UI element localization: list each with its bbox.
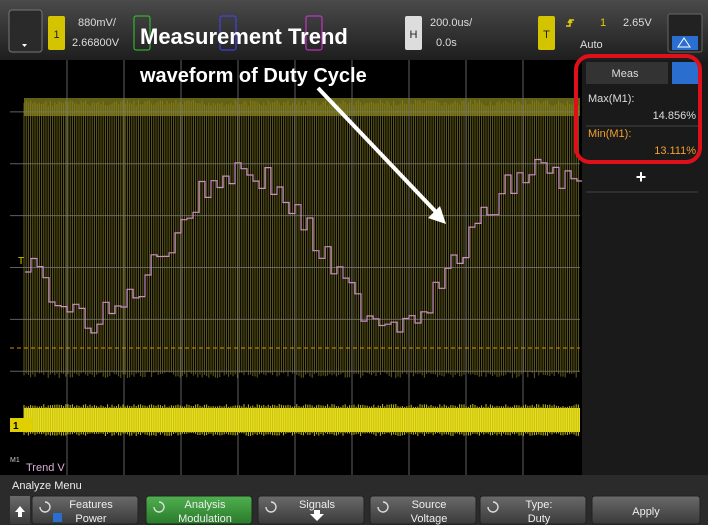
ground-marker: 1: [13, 421, 19, 432]
touch-icon: [672, 36, 698, 50]
softkey-label: Features: [69, 499, 113, 511]
scope-screen: 1 880mV/ 2.66800V Measurement Trend H 20…: [0, 0, 708, 525]
max-value: 14.856%: [653, 110, 697, 122]
softkey-label: Analysis: [185, 499, 226, 511]
trigger-source: 1: [600, 17, 606, 29]
side-panel: [582, 60, 708, 475]
graticule: [10, 60, 583, 475]
softkey-value: Voltage: [411, 513, 448, 525]
min-label: Min(M1):: [588, 128, 631, 140]
meas-icon[interactable]: [672, 62, 698, 84]
softkey-value: Power: [75, 513, 107, 525]
trigger-marker: T: [18, 256, 24, 267]
channel1-scale: 880mV/: [78, 17, 117, 29]
softkey-label: Type:: [526, 499, 553, 511]
channel1-offset: 2.66800V: [72, 37, 120, 49]
softkey-label: Apply: [632, 506, 660, 518]
time-delay: 0.0s: [436, 37, 457, 49]
menu-title: Analyze Menu: [12, 480, 82, 492]
math-marker: M1: [10, 457, 20, 464]
annotation-subtitle: waveform of Duty Cycle: [139, 65, 367, 87]
add-measurement[interactable]: +: [636, 167, 647, 187]
trend-label: Trend V: [26, 462, 65, 474]
checkbox: [53, 513, 62, 522]
waveform-top: [24, 98, 580, 116]
top-bar: [0, 0, 708, 60]
min-value: 13.111%: [654, 145, 696, 157]
channel1: 1: [53, 29, 59, 41]
annotation-title: Measurement Trend: [140, 24, 348, 49]
time-scale: 200.0us/: [430, 17, 473, 29]
max-label: Max(M1):: [588, 93, 634, 105]
meas-tab-label: Meas: [612, 68, 639, 80]
softkey-value: Duty: [528, 513, 551, 525]
softkey-value: Modulation: [178, 513, 232, 525]
trigger-mode: Auto: [580, 39, 603, 51]
horizontal-label: H: [410, 29, 418, 41]
trigger-label: T: [543, 29, 550, 41]
softkey-label: Signals: [299, 499, 336, 511]
softkey-label: Source: [412, 499, 447, 511]
trigger-level: 2.65V: [623, 17, 652, 29]
